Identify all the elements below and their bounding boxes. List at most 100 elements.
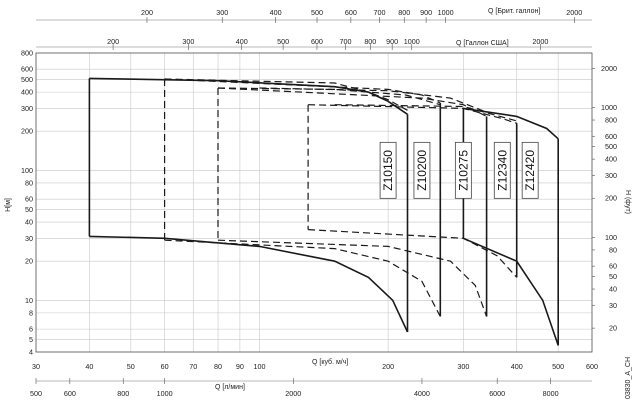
x-tick-label: 300	[457, 362, 469, 371]
y-tick-label: 10	[25, 296, 33, 305]
x-top-us-tick-label: 800	[364, 37, 376, 46]
y-tick-label: 50	[25, 205, 33, 214]
x-top-imp-tick-label: 2000	[566, 8, 582, 17]
x-top-imp-tick-label: 300	[216, 8, 228, 17]
x-tick-label: 400	[511, 362, 523, 371]
y-tick-label: 100	[21, 166, 33, 175]
y-tick-label: 400	[21, 88, 33, 97]
y-right-tick-label: 60	[609, 262, 617, 271]
x-top-imp-tick-label: 400	[270, 8, 282, 17]
x-top-us-tick-label: 900	[386, 37, 398, 46]
y-right-tick-label: 300	[605, 171, 617, 180]
x-tick-label: 80	[214, 362, 222, 371]
y-tick-label: 500	[21, 75, 33, 84]
y-right-tick-label: 50	[609, 272, 617, 281]
x-tick-label: 90	[236, 362, 244, 371]
y-axis-label: H[м]	[5, 198, 12, 212]
grid-layer	[35, 52, 593, 353]
y-right-tick-label: 500	[605, 142, 617, 151]
footer-code: 03830_A_CH	[625, 357, 632, 399]
y-right-tick-label: 800	[605, 116, 617, 125]
y-right-tick-label: 400	[605, 155, 617, 164]
x-top-us-tick-label: 400	[236, 37, 248, 46]
x-tick-label: 200	[382, 362, 394, 371]
y-tick-label: 40	[25, 218, 33, 227]
upper-curve	[89, 77, 408, 115]
y-tick-label: 5	[29, 335, 33, 344]
x-top-imp-tick-label: 900	[420, 8, 432, 17]
y-right-tick-label: 80	[609, 245, 617, 254]
y-right-tick-label: 1000	[601, 103, 617, 112]
model-label-box	[521, 141, 539, 199]
x-bottom-tick-label: 8000	[543, 389, 559, 398]
x-tick-label: 40	[85, 362, 93, 371]
y-right-tick-label: 30	[609, 301, 617, 310]
y-right-tick-label: 100	[605, 233, 617, 242]
x-top-us-tick-label: 500	[277, 37, 289, 46]
upper-curve	[308, 104, 517, 124]
y-right-tick-label: 20	[609, 324, 617, 333]
x-bottom-tick-label: 800	[117, 389, 129, 398]
model-label-box	[379, 141, 397, 199]
y-axis-right-label: H (фут)	[624, 190, 631, 214]
lower-curve	[89, 235, 409, 333]
x-top-imp-tick-label: 700	[373, 8, 385, 17]
x-tick-label: 60	[161, 362, 169, 371]
x-top-us-tick-label: 700	[340, 37, 352, 46]
lower-curve	[308, 229, 518, 278]
x-bottom-tick-label: 500	[30, 389, 42, 398]
lower-curve	[217, 239, 488, 317]
x-bottom-tick-label: 600	[64, 389, 76, 398]
model-label: Z12340	[495, 150, 509, 191]
x-top-us-tick-label: 600	[311, 37, 323, 46]
x-top-us-tick-label: 300	[182, 37, 194, 46]
lower-curve	[463, 237, 559, 346]
x-tick-label: 30	[32, 362, 40, 371]
y-tick-label: 300	[21, 104, 33, 113]
model-label: Z10200	[415, 150, 429, 191]
dashed-curve	[334, 104, 517, 122]
y-tick-label: 80	[25, 178, 33, 187]
x-bottom-tick-label: 4000	[414, 389, 430, 398]
curves-layer	[88, 77, 559, 346]
y-tick-label: 800	[21, 49, 33, 58]
dashed-curve	[217, 87, 441, 106]
x-bottom-tick-label: 6000	[489, 389, 505, 398]
y-tick-label: 600	[21, 65, 33, 74]
x-top-imp-tick-label: 500	[311, 8, 323, 17]
x-top-imp-tick-label: 800	[398, 8, 410, 17]
y-tick-label: 20	[25, 257, 33, 266]
model-label: Z10275	[456, 150, 470, 191]
y-tick-label: 60	[25, 195, 33, 204]
y-right-tick-label: 40	[609, 285, 617, 294]
y-right-tick-label: 200	[605, 194, 617, 203]
model-label: Z12420	[523, 150, 537, 191]
model-label-box	[454, 141, 472, 199]
ticks-layer: 30 40 50 60 70 80 90 100 200 300 400 500 60045681020…	[21, 8, 617, 398]
dashed-curve	[259, 87, 487, 113]
x-bottom-tick-label: 2000	[285, 389, 301, 398]
x-axis-top-us-label: Q [Галлон США]	[456, 40, 509, 47]
model-label-box	[493, 141, 511, 199]
x-axis-top-imp-label: Q [Брит. галлон]	[488, 8, 540, 15]
y-tick-label: 6	[29, 325, 33, 334]
x-top-imp-tick-label: 200	[141, 8, 153, 17]
model-labels-layer: Z10150 Z10200 Z10275 Z12340 Z12420	[379, 141, 539, 199]
x-top-us-tick-label: 1000	[404, 37, 420, 46]
lower-curve	[164, 239, 441, 317]
model-label-box	[413, 141, 431, 199]
x-tick-label: 50	[127, 362, 135, 371]
y-tick-label: 4	[29, 348, 33, 357]
dashed-curve	[164, 78, 408, 111]
x-top-imp-tick-label: 600	[345, 8, 357, 17]
upper-curve	[463, 107, 559, 140]
x-bottom-tick-label: 1000	[157, 389, 173, 398]
y-right-tick-label: 600	[605, 132, 617, 141]
model-label: Z10150	[381, 150, 395, 191]
x-top-us-tick-label: 200	[107, 37, 119, 46]
plot-frame	[35, 52, 593, 353]
x-top-imp-tick-label: 1000	[438, 8, 454, 17]
x-top-us-tick-label: 2000	[532, 37, 548, 46]
x-tick-label: 70	[189, 362, 197, 371]
